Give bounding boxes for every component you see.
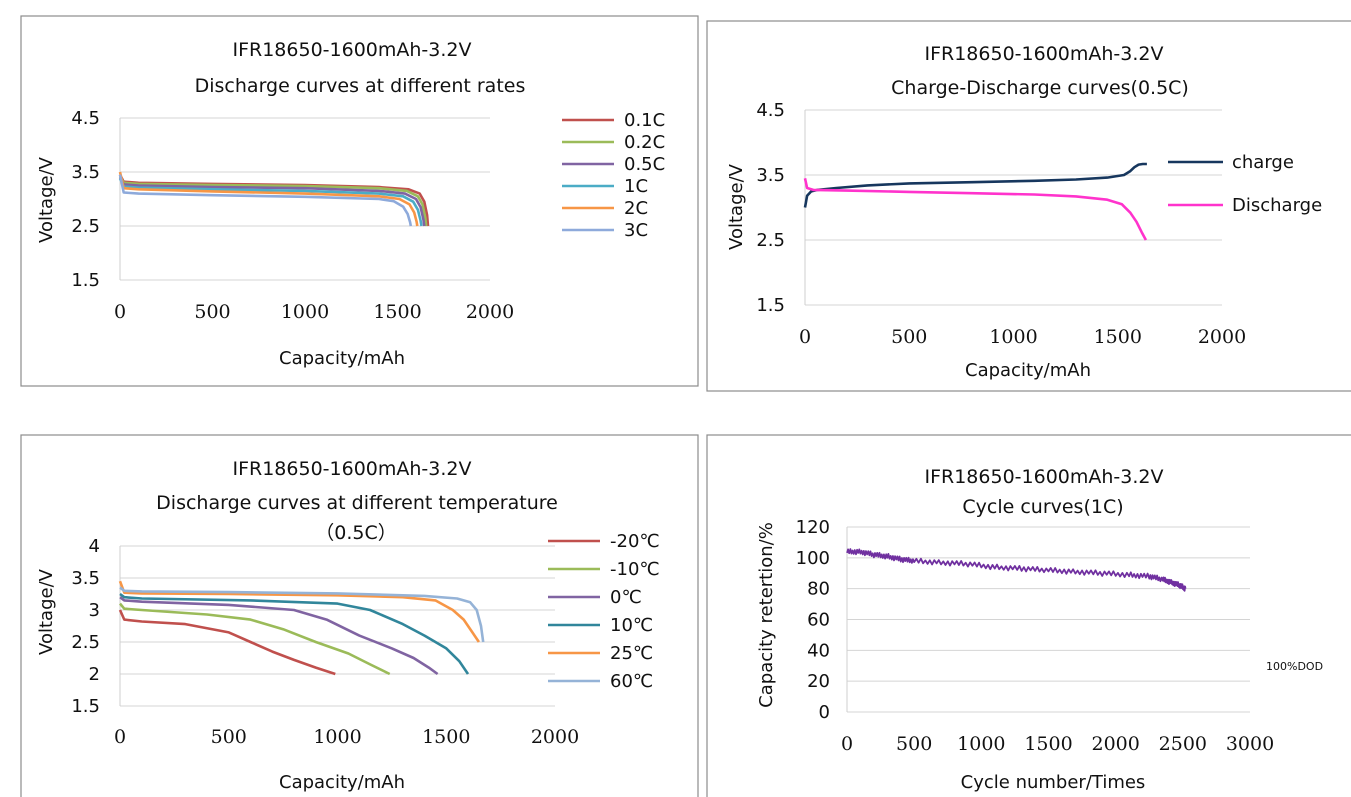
legend-label: 0.5C <box>624 154 665 175</box>
charge-discharge-chart: IFR18650-1600mAh-3.2V Charge-Discharge c… <box>706 20 1351 392</box>
dod-annotation: 100%DOD <box>1266 660 1323 673</box>
x-tick-label: 0 <box>841 733 853 755</box>
chart-frame <box>20 434 699 797</box>
chart-frame <box>20 15 699 387</box>
series-line <box>119 592 470 675</box>
x-tick-label: 1500 <box>1024 733 1072 755</box>
x-tick-label: 2500 <box>1159 733 1207 755</box>
legend-label: Discharge <box>1232 195 1322 216</box>
x-axis-label: Cycle number/Times <box>961 772 1146 793</box>
y-tick-label: 3.5 <box>756 165 785 186</box>
series-line <box>119 602 391 676</box>
y-tick-label: 4 <box>89 536 100 557</box>
y-tick-label: 1.5 <box>756 295 785 316</box>
x-axis-label: Capacity/mAh <box>279 772 405 793</box>
series-line <box>803 162 1147 208</box>
chart-subtitle: Discharge curves at different temperatur… <box>156 492 558 514</box>
chart-subtitle-2: （0.5C） <box>315 522 396 544</box>
legend-label: -10℃ <box>610 559 660 580</box>
legend-label: 60℃ <box>610 671 653 692</box>
x-tick-label: 3000 <box>1226 733 1274 755</box>
x-axis-label: Capacity/mAh <box>965 360 1091 381</box>
y-tick-label: 2.5 <box>71 216 100 237</box>
rate-discharge-chart: IFR18650-1600mAh-3.2V Discharge curves a… <box>20 15 699 387</box>
legend-label: 2C <box>624 198 648 219</box>
legend-label: 10℃ <box>610 615 653 636</box>
y-tick-label: 3.5 <box>71 568 100 589</box>
series-line <box>119 586 485 643</box>
x-tick-label: 1000 <box>957 733 1005 755</box>
y-tick-label: 1.5 <box>71 696 100 717</box>
legend-label: 0.2C <box>624 132 665 153</box>
y-tick-label: 3.5 <box>71 162 100 183</box>
x-tick-label: 500 <box>891 326 927 348</box>
series-line <box>119 596 439 676</box>
y-tick-label: 2.5 <box>756 230 785 251</box>
legend-label: charge <box>1232 152 1294 173</box>
chart-frame <box>706 20 1351 392</box>
y-tick-label: 80 <box>807 579 830 600</box>
chart-title: IFR18650-1600mAh-3.2V <box>232 458 471 480</box>
series-line <box>846 548 1187 592</box>
y-tick-label: 3 <box>89 600 100 621</box>
y-tick-label: 120 <box>796 517 830 538</box>
chart-subtitle: Charge-Discharge curves(0.5C) <box>891 77 1189 99</box>
legend-label: -20℃ <box>610 531 660 552</box>
series-line <box>803 178 1148 241</box>
x-tick-label: 500 <box>896 733 932 755</box>
chart-title: IFR18650-1600mAh-3.2V <box>232 39 471 61</box>
y-tick-label: 60 <box>807 610 830 631</box>
chart-title: IFR18650-1600mAh-3.2V <box>924 43 1163 65</box>
legend-label: 1C <box>624 176 648 197</box>
chart-subtitle: Discharge curves at different rates <box>195 75 526 97</box>
legend-label: 3C <box>624 220 648 241</box>
series-line <box>118 609 336 676</box>
legend-label: 0.1C <box>624 110 665 131</box>
legend-label: 25℃ <box>610 643 653 664</box>
x-tick-label: 2000 <box>1198 326 1246 348</box>
x-tick-label: 500 <box>194 301 230 323</box>
x-tick-label: 2000 <box>466 301 514 323</box>
y-tick-label: 4.5 <box>71 108 100 129</box>
y-axis-label: Voltage/V <box>36 568 57 655</box>
y-tick-label: 2 <box>89 664 100 685</box>
x-tick-label: 1500 <box>422 726 470 748</box>
series-line <box>118 580 480 643</box>
y-tick-label: 100 <box>796 548 830 569</box>
y-axis-label: Voltage/V <box>726 163 747 250</box>
x-axis-label: Capacity/mAh <box>279 348 405 369</box>
x-tick-label: 1500 <box>1094 326 1142 348</box>
x-tick-label: 1000 <box>313 726 361 748</box>
y-tick-label: 1.5 <box>71 270 100 291</box>
x-tick-label: 2000 <box>531 726 579 748</box>
series-line <box>118 176 426 227</box>
series-line <box>118 174 413 227</box>
legend-label: 0℃ <box>610 587 642 608</box>
series-line <box>118 171 419 227</box>
x-tick-label: 0 <box>114 301 126 323</box>
y-tick-label: 2.5 <box>71 632 100 653</box>
temperature-discharge-chart: IFR18650-1600mAh-3.2V Discharge curves a… <box>20 434 699 797</box>
chart-title: IFR18650-1600mAh-3.2V <box>924 466 1163 488</box>
series-line <box>118 177 423 227</box>
y-tick-label: 40 <box>807 640 830 661</box>
chart-subtitle: Cycle curves(1C) <box>962 496 1123 518</box>
y-tick-label: 20 <box>807 671 830 692</box>
cycle-life-chart: IFR18650-1600mAh-3.2V Cycle curves(1C) C… <box>706 434 1351 797</box>
chart-frame <box>706 434 1351 797</box>
x-tick-label: 0 <box>799 326 811 348</box>
x-tick-label: 500 <box>211 726 247 748</box>
y-axis-label: Capacity retertion/% <box>756 522 777 708</box>
x-tick-label: 1500 <box>373 301 421 323</box>
x-tick-label: 2000 <box>1091 733 1139 755</box>
x-tick-label: 1000 <box>281 301 329 323</box>
y-axis-label: Voltage/V <box>36 156 57 243</box>
y-tick-label: 0 <box>819 702 830 723</box>
x-tick-label: 0 <box>114 726 126 748</box>
x-tick-label: 1000 <box>989 326 1037 348</box>
y-tick-label: 4.5 <box>756 100 785 121</box>
series-line <box>118 175 428 227</box>
